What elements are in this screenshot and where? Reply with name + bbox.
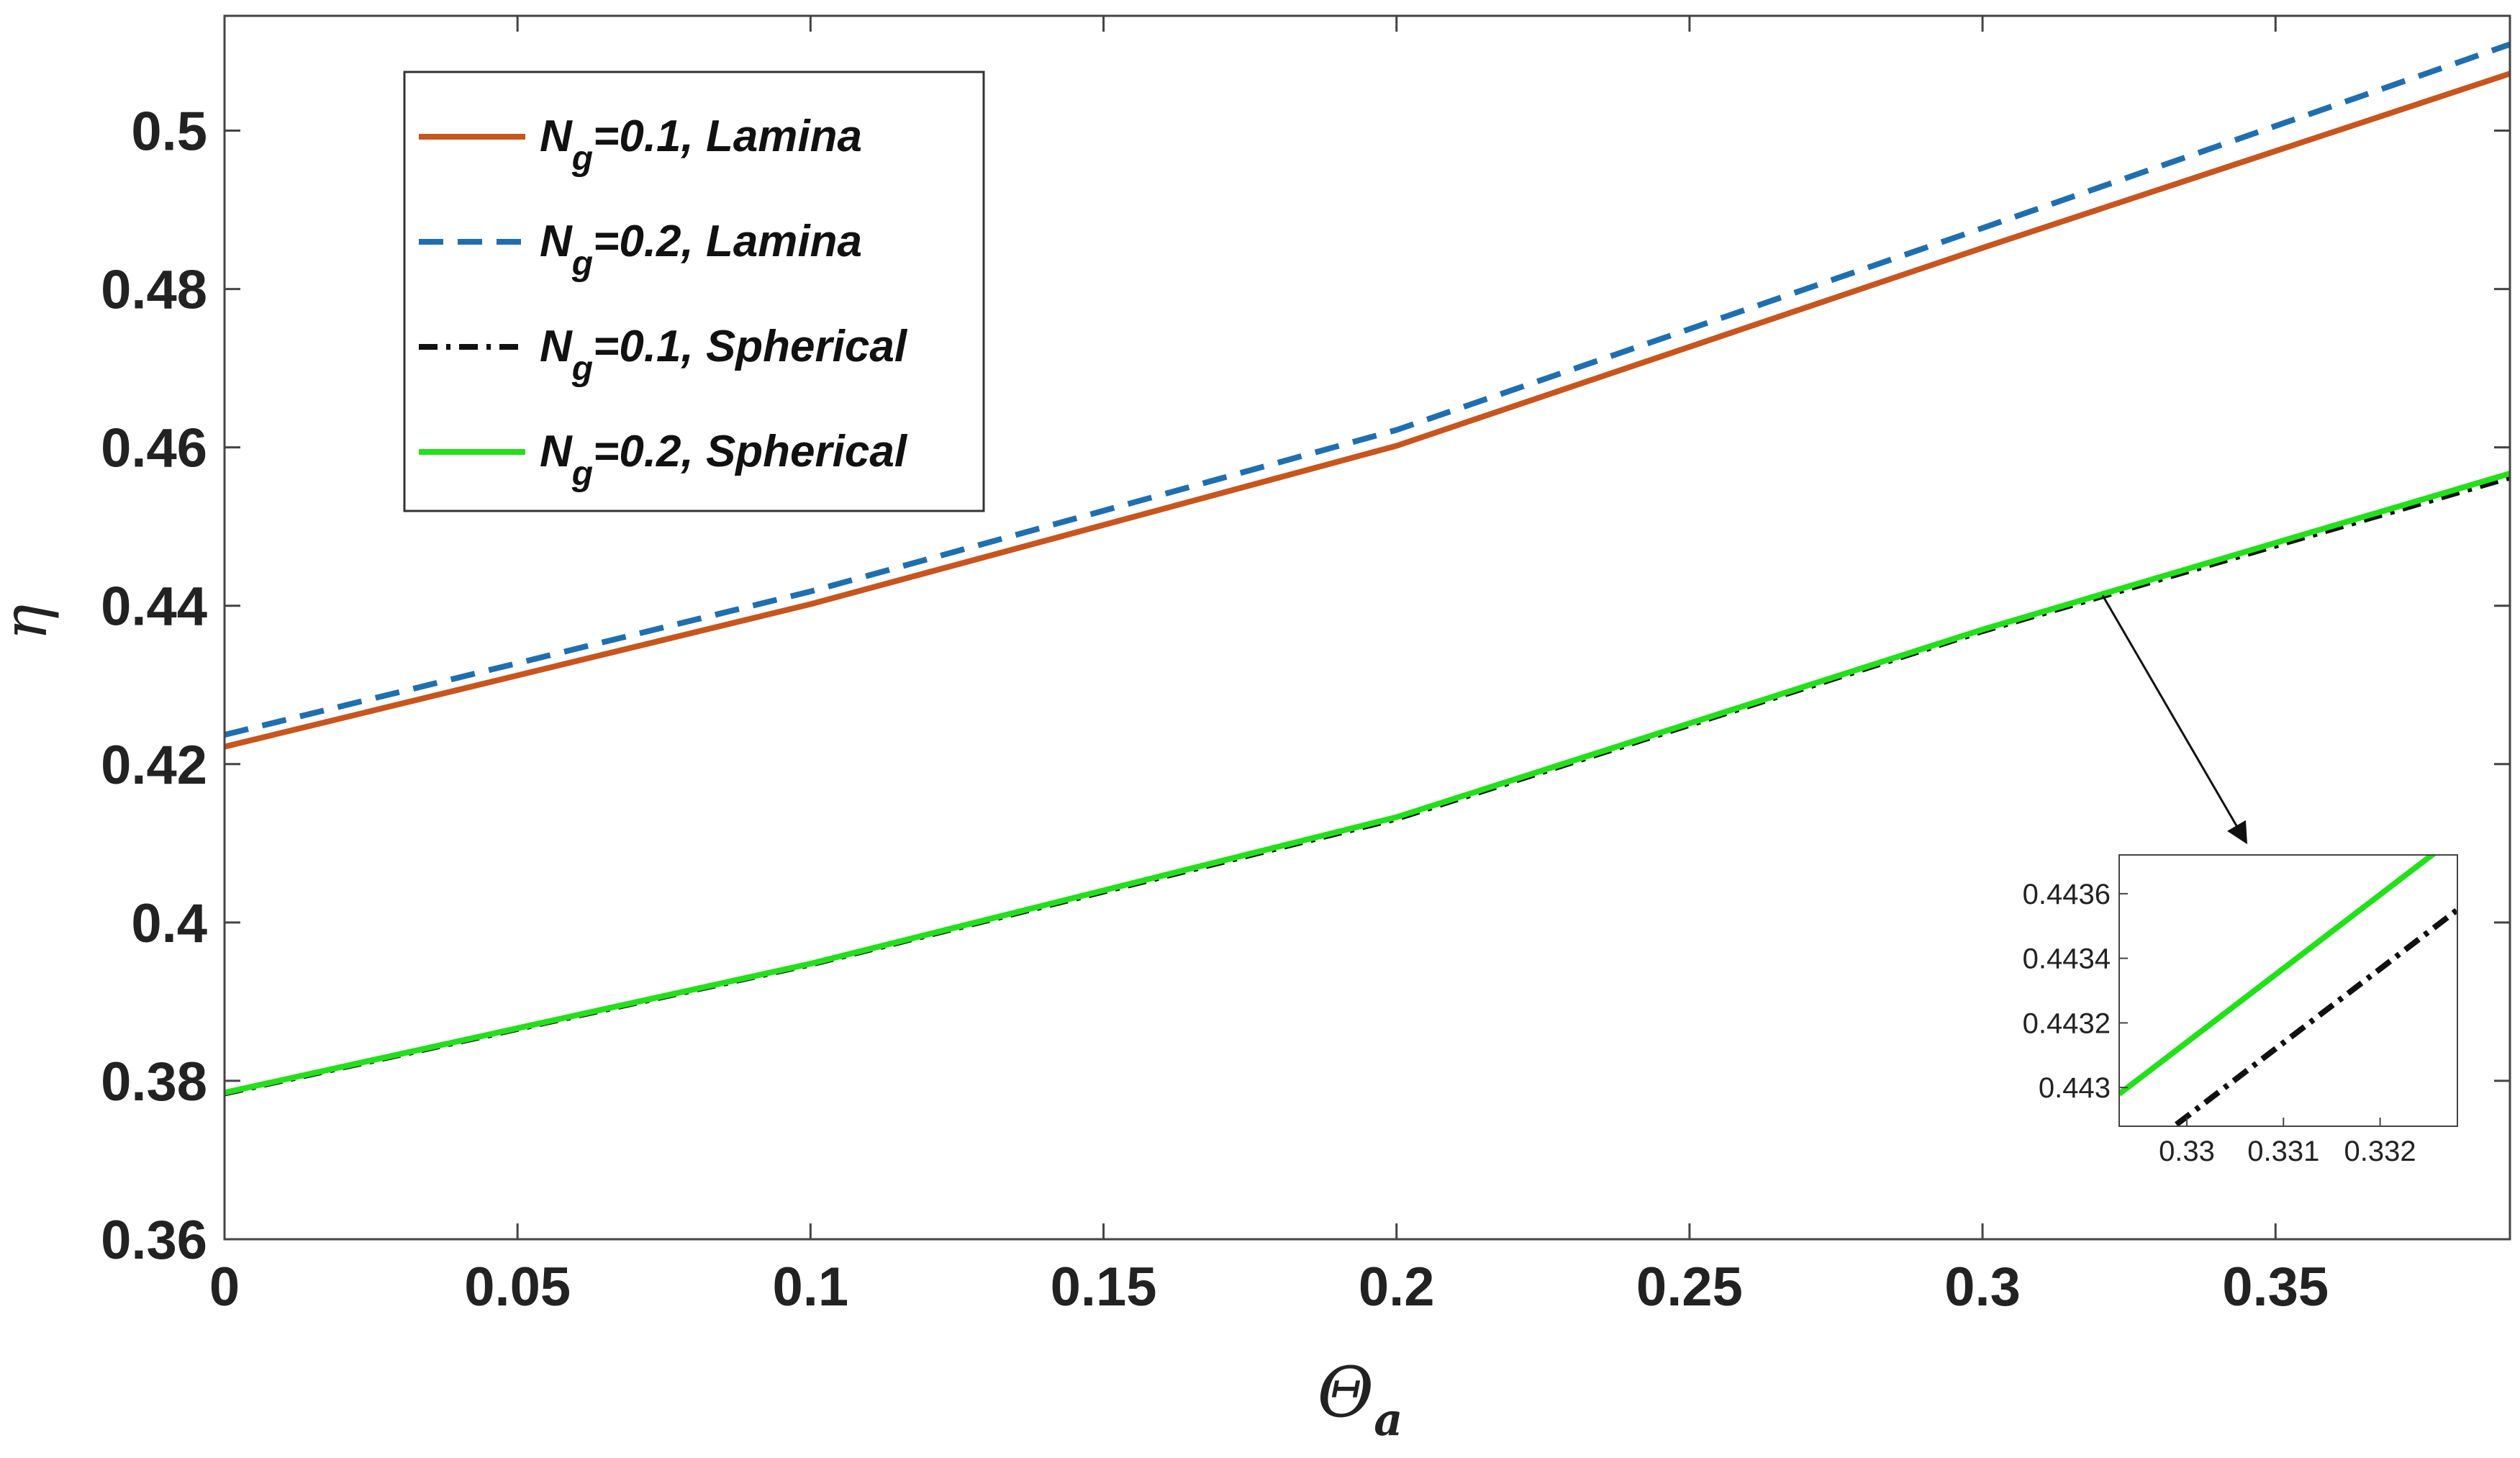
legend-label-2: Ng=0.2, Lamina bbox=[540, 217, 862, 283]
inset-x-tick-label: 0.332 bbox=[2344, 1136, 2416, 1167]
x-axis: 0 0.05 0.1 0.15 0.2 0.25 0.3 0.35 bbox=[209, 16, 2329, 1318]
series-line-4 bbox=[225, 471, 2510, 1096]
y-tick-label: 0.4 bbox=[131, 893, 207, 954]
inset-x-tick-label: 0.33 bbox=[2159, 1136, 2215, 1167]
y-tick-label: 0.44 bbox=[101, 576, 207, 638]
legend-label-subscript: g bbox=[571, 455, 593, 493]
y-axis-label: η bbox=[0, 605, 60, 640]
y-tick-label: 0.5 bbox=[131, 101, 207, 163]
x-axis-label: Θa bbox=[1318, 1352, 1403, 1446]
legend-label-4: Ng=0.2, Spherical bbox=[540, 427, 908, 493]
series-line-1 bbox=[225, 71, 2510, 750]
inset-y-tick-label: 0.4436 bbox=[2023, 879, 2111, 910]
y-tick-label: 0.38 bbox=[101, 1051, 207, 1113]
legend-label-1: Ng=0.1, Lamina bbox=[540, 112, 862, 178]
y-tick-label: 0.42 bbox=[101, 735, 207, 796]
inset-x-tick-label: 0.331 bbox=[2247, 1136, 2319, 1167]
legend-label-subscript: g bbox=[571, 350, 593, 388]
y-tick-label: 0.48 bbox=[101, 260, 207, 321]
inset-y-tick-label: 0.4434 bbox=[2023, 943, 2111, 975]
y-tick-label: 0.46 bbox=[101, 418, 207, 479]
legend-label-subscript: g bbox=[571, 140, 593, 178]
plot-frame bbox=[223, 14, 2511, 1241]
x-tick-label: 0.05 bbox=[464, 1256, 571, 1318]
legend-label-suffix: =0.2, Lamina bbox=[593, 217, 862, 266]
inset-background bbox=[2119, 855, 2457, 1126]
x-tick-label: 0.25 bbox=[1636, 1256, 1743, 1318]
x-tick-label: 0.3 bbox=[1944, 1256, 2021, 1318]
x-axis-label-subscript: a bbox=[1374, 1393, 1402, 1446]
legend-label-prefix: N bbox=[540, 217, 573, 266]
y-axis: 0.36 0.38 0.4 0.42 0.44 0.46 0.48 0.5 bbox=[101, 101, 2510, 1271]
x-tick-label: 0 bbox=[209, 1256, 240, 1318]
inset-series-layer bbox=[2119, 855, 2457, 1126]
series-line-2 bbox=[225, 41, 2510, 738]
x-tick-label: 0.1 bbox=[773, 1256, 849, 1318]
inset-y-tick-label: 0.4432 bbox=[2023, 1008, 2111, 1039]
zoom-arrow bbox=[2101, 594, 2248, 845]
y-tick-label: 0.36 bbox=[101, 1210, 207, 1271]
inset-frame bbox=[2118, 854, 2458, 1127]
legend-label-prefix: N bbox=[540, 322, 573, 371]
legend-label-3: Ng=0.1, Spherical bbox=[540, 322, 908, 388]
legend-label-prefix: N bbox=[540, 112, 573, 161]
x-tick-label: 0.15 bbox=[1051, 1256, 1157, 1318]
legend-label-suffix: =0.1, Lamina bbox=[593, 112, 862, 161]
series-layer bbox=[225, 41, 2510, 1097]
x-tick-label: 0.2 bbox=[1359, 1256, 1435, 1318]
legend-label-suffix: =0.2, Spherical bbox=[593, 427, 908, 476]
inset-zoom-plot: 0.33 0.331 0.332 0.443 0.4432 0.4434 0.4436 bbox=[2023, 854, 2458, 1167]
inset-y-tick-label: 0.443 bbox=[2039, 1072, 2111, 1104]
legend-label-suffix: =0.1, Spherical bbox=[593, 322, 908, 371]
x-tick-label: 0.35 bbox=[2222, 1256, 2329, 1318]
legend-label-subscript: g bbox=[571, 245, 593, 283]
legend-box bbox=[403, 71, 985, 512]
legend-label-prefix: N bbox=[540, 427, 573, 476]
inset-series-line-2 bbox=[2119, 855, 2437, 1097]
